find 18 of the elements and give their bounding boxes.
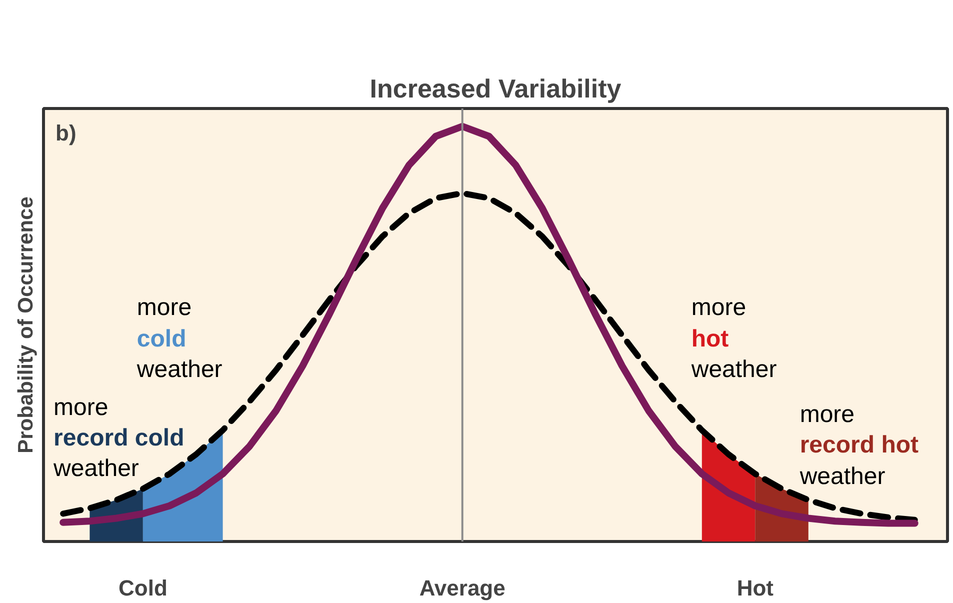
text: record cold [54, 424, 184, 452]
annotation: weather [690, 356, 777, 383]
annotation: more [136, 294, 192, 321]
series-label: record hot [800, 432, 919, 459]
annotation: weather [136, 356, 222, 383]
y-axis-title: Probability of Occurrence [14, 196, 38, 454]
annotation: weather [798, 463, 886, 490]
annotation: weather [52, 455, 139, 482]
x-tick-label: Hot [736, 576, 774, 600]
x-tick-label: Cold [118, 576, 168, 600]
annotation: more [691, 294, 746, 321]
x-tick-label: Average [419, 576, 506, 600]
annotation: more [800, 401, 855, 428]
annotation: more [54, 394, 108, 422]
text: cold [136, 325, 186, 352]
chart-title: Increased Variability [370, 74, 622, 104]
text: hot [691, 325, 729, 352]
annotation: b) [56, 120, 76, 146]
